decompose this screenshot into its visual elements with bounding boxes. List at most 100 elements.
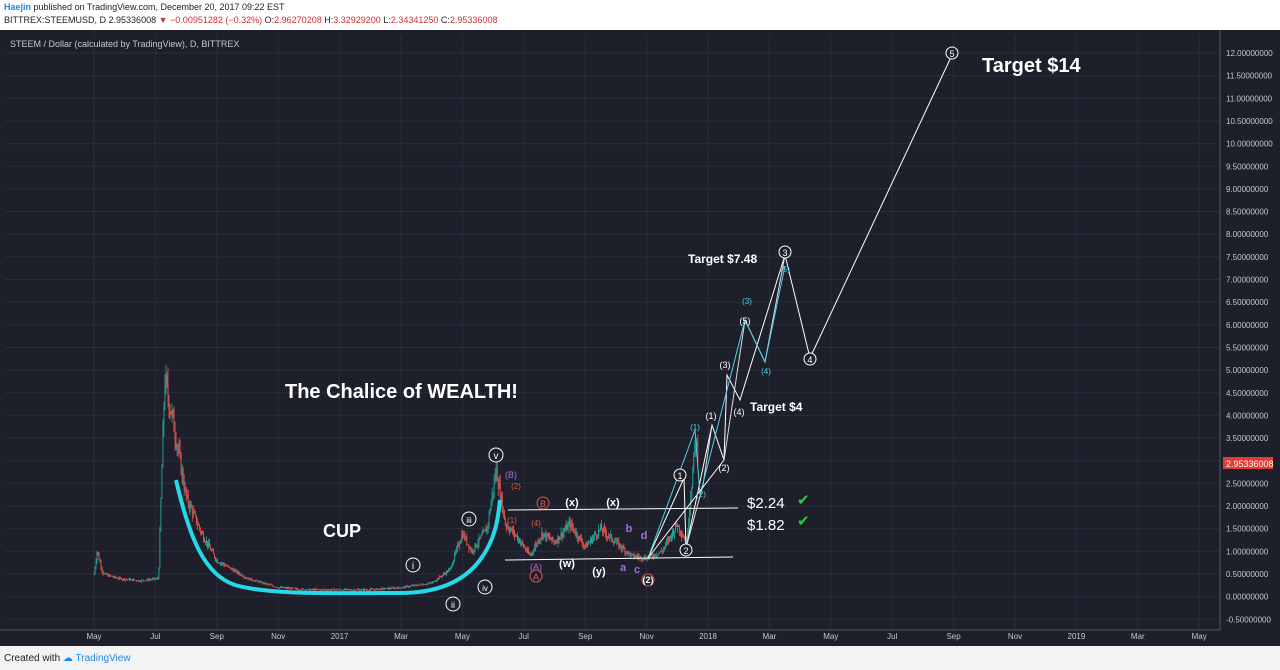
candle-body (327, 589, 329, 591)
candle-body (386, 587, 388, 589)
candle-body (627, 551, 629, 554)
candle-body (309, 588, 311, 591)
candle-body (482, 530, 484, 534)
candle-body (269, 584, 271, 586)
wave-label-3: 3 (778, 245, 792, 259)
x-tick-label: Sep (946, 632, 961, 641)
y-tick-label: 4.00000000 (1226, 411, 1269, 420)
candle-body (407, 586, 409, 588)
candle-body (483, 530, 485, 532)
candle-body (164, 387, 166, 405)
candle-body (104, 573, 106, 574)
candle-body (349, 589, 351, 591)
candle-body (626, 551, 628, 554)
candle-body (188, 503, 190, 509)
candle-body (516, 535, 517, 536)
candle-body (580, 537, 582, 542)
y-tick-label: 12.00000000 (1226, 49, 1273, 58)
candle-body (519, 538, 520, 543)
candle-body (156, 578, 158, 579)
candle-body (103, 573, 105, 575)
candle-body (334, 589, 336, 591)
candle-body (620, 544, 622, 548)
candle-body (204, 540, 205, 542)
candle-body (196, 523, 198, 525)
candle-body (520, 542, 521, 544)
candle-body (486, 527, 488, 533)
candle-body (587, 543, 589, 544)
candle-body (562, 532, 564, 537)
candle-body (561, 532, 563, 537)
candle-body (397, 587, 399, 589)
candle-body (239, 573, 241, 575)
candle-body (442, 575, 443, 577)
chart-title: STEEM / Dollar (calculated by TradingVie… (10, 39, 239, 49)
candle-body (235, 570, 237, 571)
candle-body (422, 584, 424, 586)
candle-body (131, 579, 132, 580)
candle-body (180, 454, 182, 474)
candle-body (443, 573, 444, 576)
candle-body (310, 589, 312, 591)
wave-label-ii: ii (445, 596, 461, 612)
candle-body (214, 553, 215, 558)
y-tick-label: 2.00000000 (1226, 502, 1269, 511)
close-label: C: (440, 15, 450, 25)
candle-body (344, 588, 346, 590)
candle-body (450, 567, 452, 569)
candle-body (570, 522, 572, 528)
price-chart[interactable]: STEEM / Dollar (calculated by TradingVie… (0, 30, 1280, 646)
candle-body (547, 533, 549, 537)
candle-body (335, 589, 337, 590)
candle-body (660, 550, 662, 552)
x-tick-label: Sep (210, 632, 225, 641)
time-axis[interactable]: May Jul Sep Nov 2017 Mar May Jul Sep Nov 2018 Mar Ma… (86, 632, 1206, 641)
candle-body (362, 589, 363, 590)
candle-body (182, 470, 184, 483)
candle-body (564, 529, 566, 531)
wave-label-w: (w) (559, 558, 575, 570)
candle-body (408, 586, 410, 588)
candle-body (630, 554, 632, 557)
candle-body (365, 589, 366, 590)
tradingview-link[interactable]: TradingView (75, 653, 131, 664)
candle-body (380, 588, 382, 590)
candle-body (359, 589, 360, 591)
candle-body (194, 512, 196, 516)
candle-body (305, 589, 307, 591)
candle-body (97, 552, 99, 555)
wave-label-p1: (1) (706, 411, 717, 421)
candle-body (237, 571, 239, 573)
candle-body (257, 581, 259, 583)
author-name[interactable]: Haejin (4, 2, 32, 12)
candle-body (528, 549, 530, 554)
candle-body (582, 544, 584, 546)
candle-body (166, 375, 168, 383)
wave-label-iii: iii (461, 511, 477, 527)
price-axis[interactable]: 12.00000000 11.50000000 11.00000000 10.5000… (1226, 49, 1273, 624)
candle-body (298, 589, 300, 591)
check-icon: ✔ (797, 513, 810, 530)
candle-body (183, 482, 185, 491)
candle-body (518, 538, 519, 540)
candle-body (436, 580, 437, 582)
candle-body (364, 589, 365, 591)
candle-body (440, 576, 441, 577)
x-tick-label: Jul (519, 632, 529, 641)
x-tick-label: May (1192, 632, 1207, 641)
candle-body (316, 589, 318, 590)
candle-body (445, 573, 446, 575)
candle-body (130, 579, 131, 581)
candle-body (504, 519, 506, 525)
candle-body (105, 573, 107, 575)
candle-body (500, 494, 502, 500)
candle-body (198, 524, 200, 529)
projection-line-a (647, 459, 725, 559)
candle-body (401, 587, 403, 589)
candle-body (608, 536, 610, 538)
wave-label-p2-circled: (2) (641, 573, 655, 587)
candle-body (238, 571, 240, 574)
chart-area[interactable]: STEEM / Dollar (calculated by TradingVie… (0, 30, 1280, 646)
candle-body (221, 562, 223, 564)
wave-projection-white (647, 54, 953, 559)
